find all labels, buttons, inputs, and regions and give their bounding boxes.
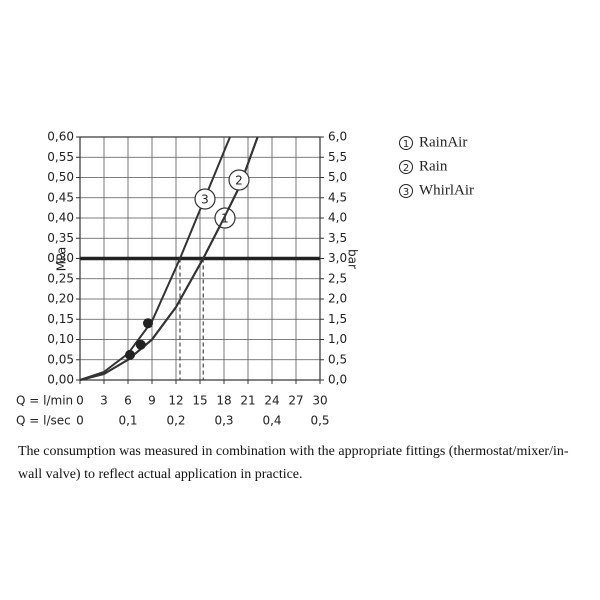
- y-tick-label: 0,35: [47, 231, 74, 245]
- y2-tick-label: 0,0: [328, 373, 347, 387]
- x2-tick-label: 0,3: [214, 414, 233, 428]
- y-tick-label: 0,05: [47, 352, 74, 366]
- legend-marker: 1: [403, 139, 409, 150]
- point: [125, 349, 135, 360]
- x2-axis-label: Q = l/sec: [16, 414, 71, 428]
- y2-tick-label: 2,0: [328, 292, 347, 306]
- y-axis-label: MPa: [55, 247, 69, 271]
- legend-marker: 3: [403, 187, 409, 198]
- y-tick-label: 0,60: [47, 130, 74, 144]
- y-tick-label: 0,20: [47, 292, 74, 306]
- legend-marker: 2: [403, 163, 409, 174]
- y2-tick-label: 0,5: [328, 352, 347, 366]
- x2-tick-label: 0,2: [166, 414, 185, 428]
- curve-label: 2: [235, 174, 243, 188]
- y-tick-label: 0,25: [47, 271, 74, 285]
- x-tick-label: 12: [168, 394, 183, 408]
- x-tick-label: 0: [76, 394, 84, 408]
- y-tick-label: 0,30: [47, 251, 74, 265]
- x-tick-label: 15: [192, 394, 207, 408]
- y2-tick-label: 4,5: [328, 190, 347, 204]
- legend-item: 3 WhirlAir: [399, 182, 474, 198]
- x2-tick-label: 0: [76, 414, 84, 428]
- y-tick-label: 0,15: [47, 312, 74, 326]
- y-tick-label: 0,45: [47, 190, 74, 204]
- x2-tick-label: 0,1: [118, 414, 137, 428]
- caption: The consumption was measured in combinat…: [18, 444, 569, 482]
- y2-tick-label: 5,5: [328, 150, 347, 164]
- y-tick-label: 0,00: [47, 373, 74, 387]
- x-tick-label: 24: [264, 394, 279, 408]
- x-axis-label: Q = l/min: [16, 394, 73, 408]
- y-tick-label: 0,55: [47, 150, 74, 164]
- x2-tick-label: 0,5: [310, 414, 329, 428]
- legend-marker-circle: [399, 184, 413, 198]
- x-tick-label: 30: [312, 394, 327, 408]
- y2-tick-label: 3,0: [328, 251, 347, 265]
- curve-label-circle: [228, 169, 250, 191]
- point: [143, 318, 153, 329]
- y2-tick-label: 2,5: [328, 271, 347, 285]
- y2-tick-label: 6,0: [328, 130, 347, 144]
- x-tick-label: 21: [240, 394, 255, 408]
- legend-item: 2 Rain: [399, 158, 448, 174]
- x-tick-label: 27: [288, 394, 303, 408]
- x-tick-label: 3: [100, 394, 108, 408]
- legend-label: RainAir: [419, 134, 467, 150]
- x-tick-label: 9: [148, 394, 156, 408]
- curve-label-circle: [194, 188, 216, 210]
- y2-axis-label: bar: [346, 249, 360, 269]
- legend-label: Rain: [419, 158, 448, 174]
- y2-tick-label: 4,0: [328, 211, 347, 225]
- y2-tick-label: 3,5: [328, 231, 347, 245]
- legend-marker-circle: [399, 136, 413, 150]
- y-tick-label: 0,50: [47, 170, 74, 184]
- legend-item: 1 RainAir: [399, 134, 467, 150]
- y2-tick-label: 1,5: [328, 312, 347, 326]
- legend-marker-circle: [399, 160, 413, 174]
- curve-label: 1: [221, 212, 229, 226]
- curve-label: 3: [201, 193, 209, 207]
- y-tick-label: 0,10: [47, 332, 74, 346]
- y2-tick-label: 1,0: [328, 332, 347, 346]
- x2-tick-label: 0,4: [262, 414, 281, 428]
- y2-tick-label: 5,0: [328, 170, 347, 184]
- curve: [79, 136, 259, 381]
- chart: MPa bar Q = l/min Q = l/sec 0,000,050,10…: [16, 130, 474, 428]
- y-tick-label: 0,40: [47, 211, 74, 225]
- point: [135, 339, 146, 350]
- legend-label: WhirlAir: [419, 182, 474, 198]
- x-tick-label: 6: [124, 394, 132, 408]
- x-tick-label: 18: [216, 394, 231, 408]
